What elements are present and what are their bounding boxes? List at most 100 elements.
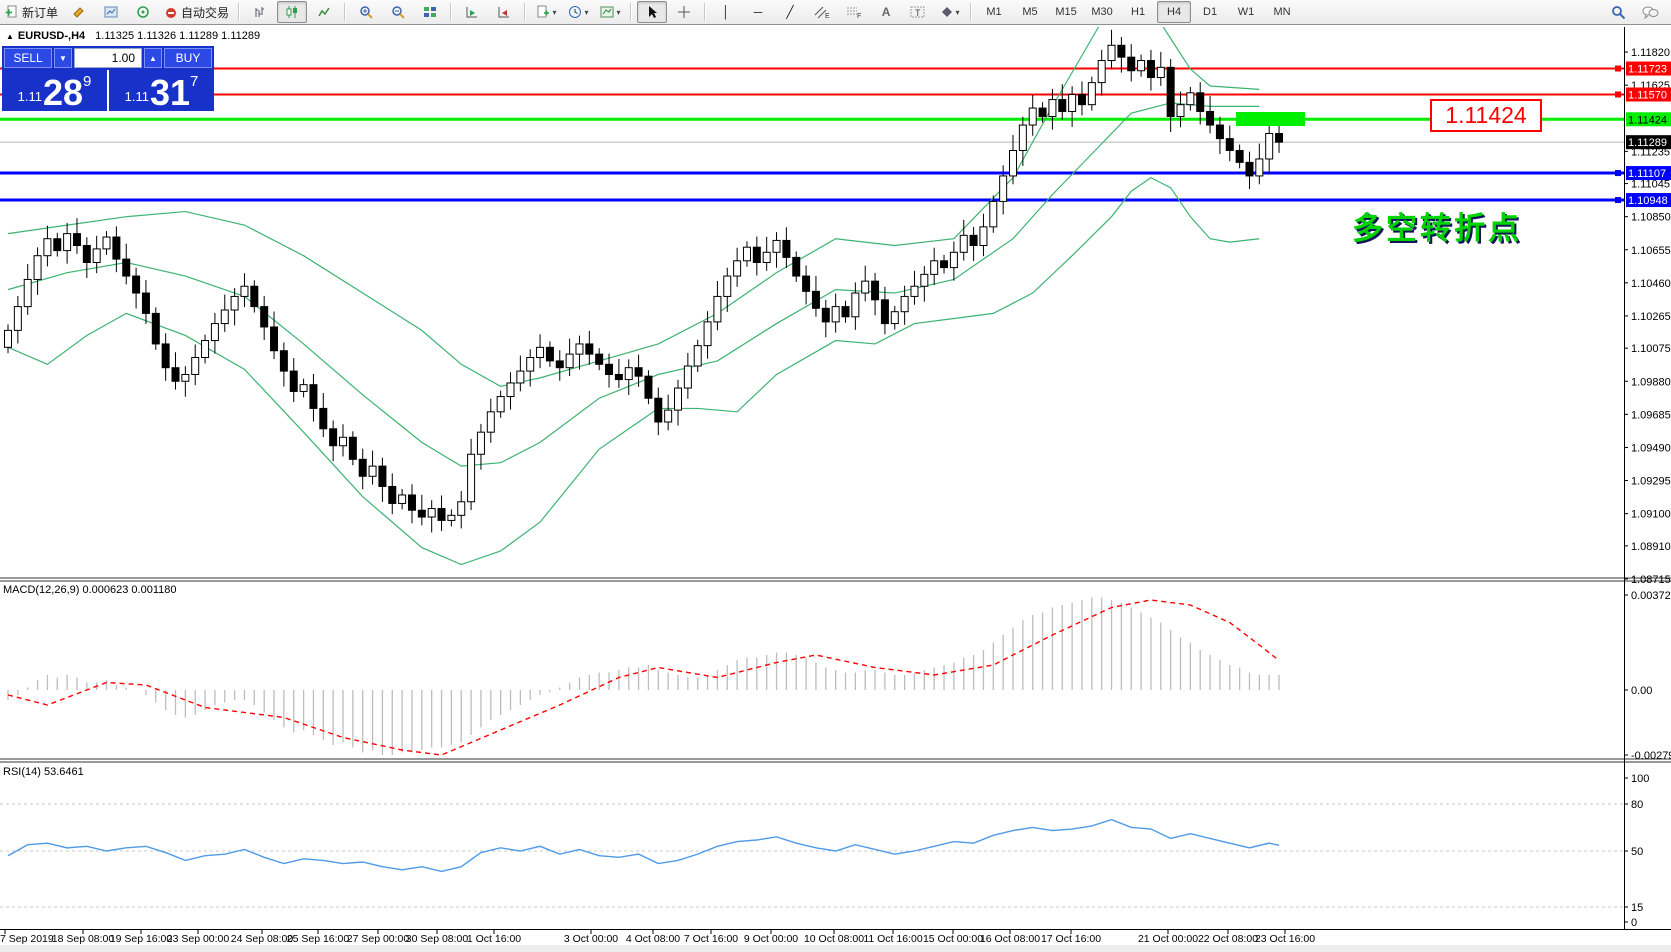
auto-trading-button[interactable]: 自动交易 — [160, 1, 233, 23]
svg-text:F: F — [857, 13, 861, 19]
svg-text:19 Sep 16:00: 19 Sep 16:00 — [110, 933, 173, 945]
auto-scroll-button[interactable] — [457, 1, 487, 23]
toolbar-separator — [970, 3, 973, 21]
rsi-panel[interactable]: 100 80 50 15 0 — [0, 773, 1649, 929]
macd-signal-line — [7, 599, 1280, 756]
text-tool-button[interactable]: A — [871, 1, 901, 23]
buy-price-pipette: 7 — [190, 73, 199, 90]
symbol-period-label: EURUSD-,H4 — [17, 30, 86, 42]
toolbar-separator — [704, 3, 707, 21]
timeframe-h4-button[interactable]: H4 — [1157, 1, 1192, 23]
svg-text:4 Oct 08:00: 4 Oct 08:00 — [626, 933, 680, 945]
rsi-line — [7, 818, 1280, 873]
sell-button[interactable]: SELL — [4, 48, 52, 68]
buy-button[interactable]: BUY — [164, 48, 212, 68]
svg-text:1.08910: 1.08910 — [1631, 541, 1671, 553]
new-order-icon — [5, 5, 17, 18]
cursor-tool-button[interactable] — [637, 1, 668, 23]
chart-window[interactable]: 1.11820 1.11625 1.11235 1.11045 1.10850 1.106… — [0, 24, 1671, 952]
templates-button[interactable]: ▾ — [595, 1, 625, 23]
timeframe-d1-button[interactable]: D1 — [1203, 6, 1218, 18]
highlight-zone-rect[interactable] — [1236, 112, 1305, 126]
auto-trading-label: 自动交易 — [181, 5, 230, 20]
svg-text:17 Oct 16:00: 17 Oct 16:00 — [1041, 933, 1101, 945]
search-button[interactable] — [1603, 1, 1633, 23]
fibonacci-tool-button[interactable]: F — [839, 1, 869, 23]
toolbar-separator — [630, 3, 633, 21]
svg-text:7 Sep 2019: 7 Sep 2019 — [0, 933, 54, 945]
volume-input[interactable]: 1.00 — [74, 48, 142, 68]
price-annotation-box[interactable]: 1.11424 — [1430, 99, 1542, 132]
sell-price-pipette: 9 — [83, 73, 92, 90]
svg-text:15 Oct 00:00: 15 Oct 00:00 — [923, 933, 983, 945]
dropdown-caret-icon: ▾ — [584, 7, 589, 17]
vertical-line-tool-button[interactable]: │ — [711, 1, 741, 23]
timeframe-m15-button[interactable]: M15 — [1055, 6, 1077, 18]
collapse-icon[interactable]: ▲ — [6, 32, 14, 41]
crosshair-tool-button[interactable] — [669, 1, 699, 23]
chat-bubbles-icon — [1642, 6, 1658, 19]
svg-text:1.08715: 1.08715 — [1631, 574, 1671, 586]
svg-text:0: 0 — [1631, 917, 1637, 929]
periods-button[interactable]: ▾ — [563, 1, 593, 23]
svg-text:30 Sep 08:00: 30 Sep 08:00 — [406, 933, 469, 945]
macd-panel[interactable]: 0.003725 0.00 -0.002794 — [7, 590, 1671, 762]
candlestick-chart-button[interactable] — [277, 1, 308, 23]
history-center-button[interactable] — [64, 1, 94, 23]
equidistant-channel-tool-button[interactable]: E — [807, 1, 837, 23]
toolbar-separator — [238, 3, 241, 21]
signals-button[interactable] — [128, 1, 158, 23]
indicators-button[interactable]: ▾ — [531, 1, 561, 23]
indicators-icon — [537, 5, 549, 18]
bollinger-lower-band — [7, 176, 1260, 566]
svg-text:16 Oct 08:00: 16 Oct 08:00 — [980, 933, 1040, 945]
svg-text:80: 80 — [1631, 799, 1643, 811]
svg-text:27 Sep 00:00: 27 Sep 00:00 — [347, 933, 410, 945]
buy-price[interactable]: 1.11 31 7 — [109, 70, 214, 111]
svg-text:1 Oct 16:00: 1 Oct 16:00 — [467, 933, 521, 945]
svg-text:1.11289: 1.11289 — [1628, 137, 1667, 149]
cursor-icon — [649, 6, 658, 18]
new-order-button[interactable]: 新订单 — [1, 1, 62, 23]
crosshair-icon — [678, 6, 691, 18]
svg-text:1.11424: 1.11424 — [1628, 114, 1667, 126]
svg-text:1.09880: 1.09880 — [1631, 376, 1671, 388]
timeframe-mn-button[interactable]: MN — [1273, 6, 1291, 18]
bollinger-middle-band — [7, 102, 1260, 467]
svg-text:1.10948: 1.10948 — [1628, 195, 1668, 207]
horizontal-line-tool-button[interactable]: ─ — [743, 1, 773, 23]
rsi-indicator-label: RSI(14) 53.6461 — [3, 766, 84, 778]
trendline-tool-button[interactable]: ╱ — [775, 1, 805, 23]
trendline-icon: ╱ — [786, 5, 794, 19]
bar-chart-button[interactable] — [245, 1, 275, 23]
sell-price[interactable]: 1.11 28 9 — [2, 70, 107, 111]
label-tool-button[interactable]: T — [903, 1, 933, 23]
chat-button[interactable] — [1635, 1, 1665, 23]
timeframe-m1-button[interactable]: M1 — [986, 6, 1002, 18]
timeframe-h1-button[interactable]: H1 — [1131, 6, 1146, 18]
shapes-tool-button[interactable]: ▾ — [935, 1, 965, 23]
svg-text:1.11723: 1.11723 — [1628, 64, 1667, 76]
price-axis[interactable]: 1.118201.116251.112351.110451.108501.106… — [1615, 47, 1671, 586]
svg-text:1.09685: 1.09685 — [1631, 409, 1671, 421]
zoom-in-icon — [360, 6, 373, 19]
channel-icon: E — [814, 6, 830, 19]
zoom-in-button[interactable] — [351, 1, 381, 23]
chart-shift-button[interactable] — [489, 1, 519, 23]
timeframe-w1-button[interactable]: W1 — [1237, 6, 1255, 18]
zoom-out-button[interactable] — [383, 1, 413, 23]
timeframe-m5-button[interactable]: M5 — [1022, 6, 1038, 18]
tile-windows-button[interactable] — [415, 1, 445, 23]
price-chart-canvas[interactable]: 1.118201.116251.112351.110451.108501.106… — [0, 25, 1671, 952]
svg-text:T: T — [915, 8, 921, 18]
line-chart-button[interactable] — [309, 1, 339, 23]
timeframe-m30-button[interactable]: M30 — [1091, 6, 1113, 18]
turning-point-text[interactable]: 多空转折点 — [1352, 211, 1522, 246]
horizontal-lines[interactable] — [0, 67, 1624, 202]
volume-up-button[interactable]: ▲ — [144, 48, 162, 68]
svg-text:0.00: 0.00 — [1631, 685, 1652, 697]
volume-down-button[interactable]: ▼ — [54, 48, 72, 68]
market-watch-button[interactable] — [96, 1, 126, 23]
svg-text:50: 50 — [1631, 846, 1643, 858]
